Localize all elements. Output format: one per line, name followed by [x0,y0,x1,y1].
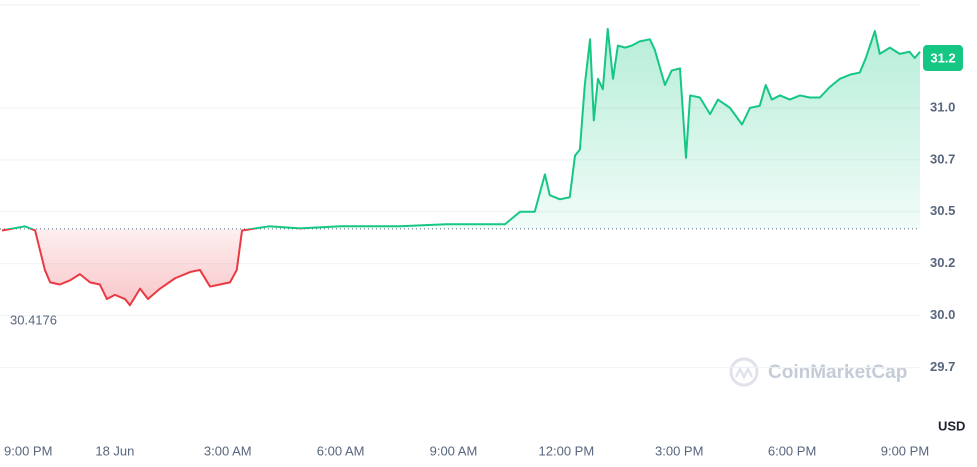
y-tick-label: 29.7 [930,359,955,374]
price-badge [923,45,963,72]
y-tick-label: 30.2 [930,255,955,270]
y-tick-label: 30.5 [930,203,955,218]
x-tick-label: 9:00 PM [4,443,52,458]
x-tick-label: 9:00 PM [881,443,929,458]
price-badge-label: 31.2 [930,50,955,65]
y-tick-label: 31.0 [930,99,955,114]
y-tick-label: 30.7 [930,151,955,166]
x-tick-label: 18 Jun [95,443,134,458]
price-line [1,27,921,307]
baseline-label: 30.4176 [10,312,57,327]
y-tick-label: 30.0 [930,307,955,322]
x-tick-label: 3:00 PM [655,443,703,458]
x-tick-label: 9:00 AM [430,443,478,458]
watermark: CoinMarketCap [768,362,907,383]
x-tick-label: 3:00 AM [204,443,252,458]
x-tick-label: 6:00 AM [317,443,365,458]
y-unit: USD [938,418,965,433]
x-tick-label: 12:00 PM [539,443,595,458]
watermark-logo [729,357,759,387]
x-tick-label: 6:00 PM [768,443,816,458]
